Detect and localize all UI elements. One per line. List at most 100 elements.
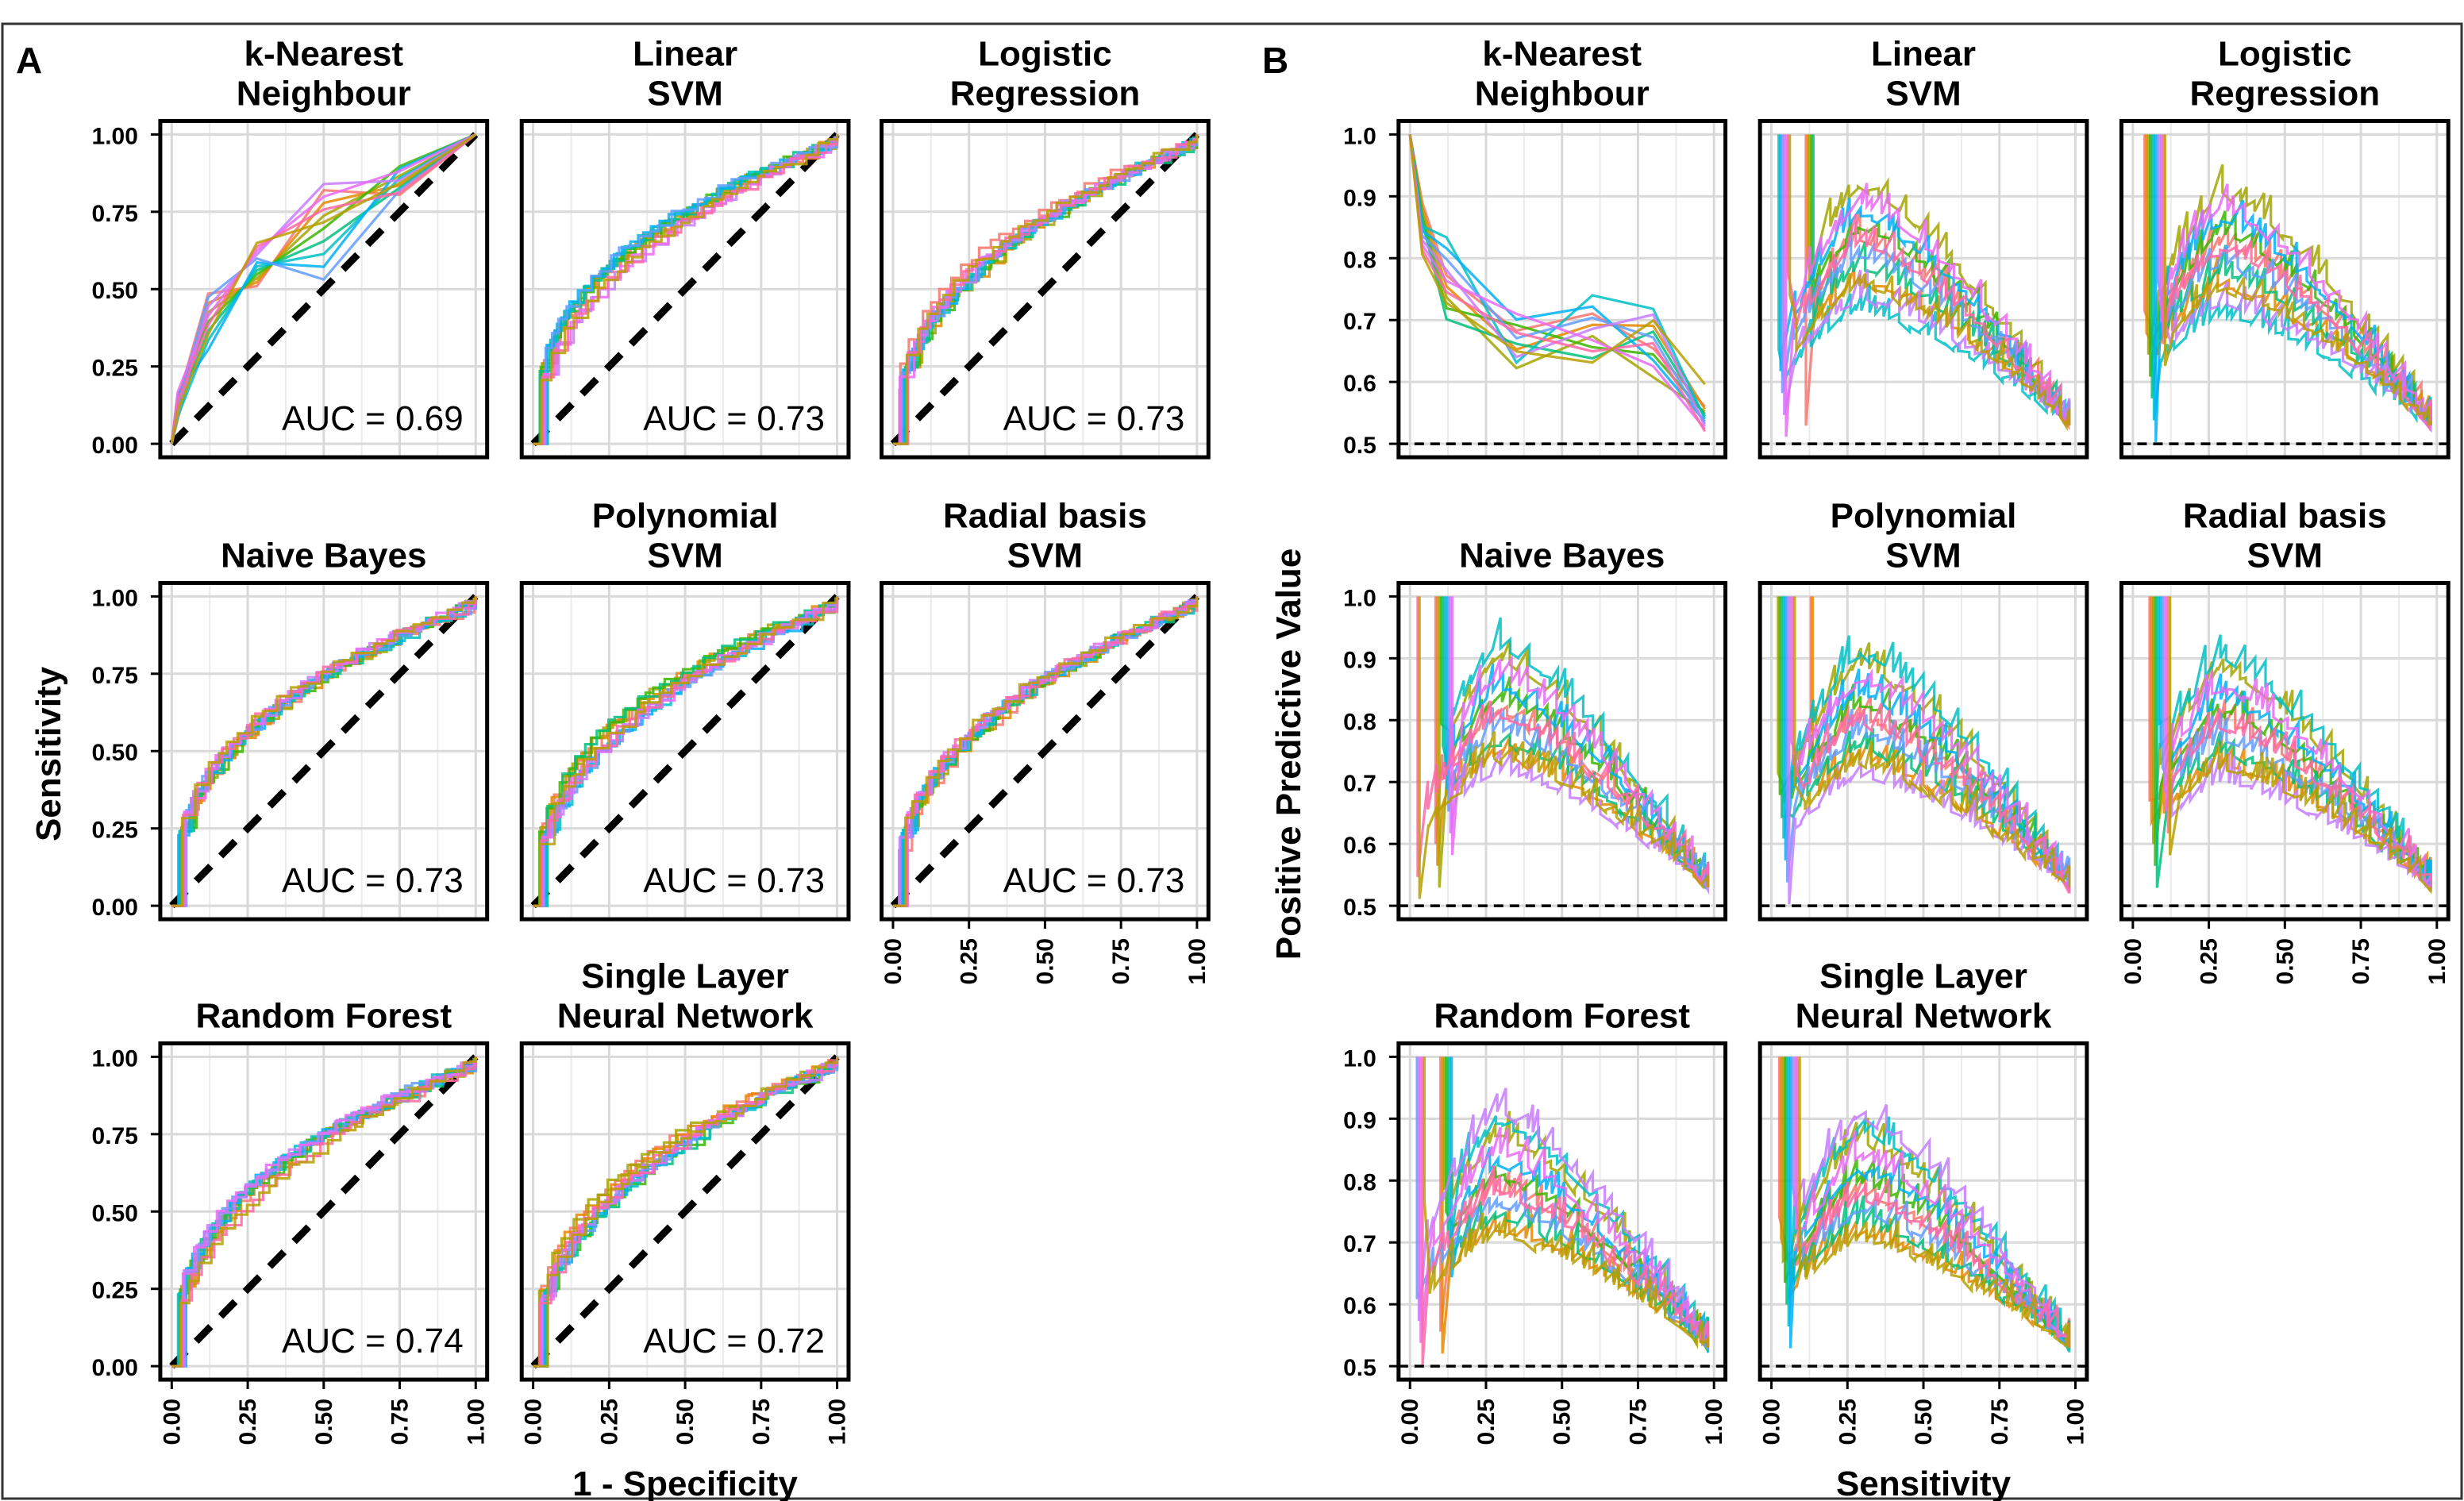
series-curve-10: [1786, 134, 2071, 427]
facet-title-line: k-Nearest: [244, 34, 404, 73]
curve-group: [2143, 134, 2432, 443]
x-tick-label: 1.00: [2424, 938, 2451, 984]
y-tick-label: 0.25: [92, 1278, 138, 1304]
y-tick-label: 0.5: [1343, 433, 1376, 459]
series-curve-11: [533, 596, 839, 907]
x-tick-label: 1.00: [2062, 1399, 2089, 1445]
facet-title-line: Single Layer: [581, 956, 789, 995]
facet-title-line: Polynomial: [592, 496, 779, 535]
curve-group: [171, 596, 477, 907]
axis-label-pr-y: Positive Predictive Value: [1269, 548, 1308, 960]
y-tick-label: 0.75: [92, 201, 138, 227]
curve-group: [170, 133, 477, 445]
y-tick-label: 0.00: [92, 895, 138, 921]
series-curve-11: [170, 133, 477, 445]
y-tick-label: 1.0: [1343, 1045, 1376, 1072]
series-curve-9: [170, 133, 476, 445]
curve-group: [893, 134, 1199, 445]
axis-label-pr-x: Sensitivity: [1836, 1464, 2012, 1501]
reference-line-diagonal: [169, 594, 479, 909]
x-tick-label: 0.00: [1397, 1399, 1423, 1445]
plot-frame: [880, 118, 1211, 460]
auc-label: AUC = 0.73: [1003, 861, 1185, 900]
curve-group: [533, 596, 839, 907]
x-tick-label: 0.25: [2196, 938, 2223, 984]
plot-frame: [1758, 580, 2089, 922]
facet-title-line: Regression: [2190, 74, 2381, 113]
series-curve-5: [2158, 596, 2432, 887]
plot-frame: [519, 580, 851, 922]
facet-title-line: Naive Bayes: [221, 536, 426, 575]
x-tick-label: 0.00: [2120, 938, 2146, 984]
y-tick-label: 0.75: [92, 663, 138, 689]
curve-group: [1777, 134, 2071, 437]
panel-label-b: B: [1262, 40, 1288, 81]
facet-title-line: SVM: [647, 74, 722, 113]
x-tick-label: 0.00: [880, 938, 907, 984]
y-tick-label: 0.25: [92, 356, 138, 382]
y-tick-label: 0.7: [1343, 309, 1376, 335]
auc-label: AUC = 0.72: [643, 1322, 825, 1361]
plot-frame: [2119, 118, 2451, 460]
y-tick-label: 0.8: [1343, 247, 1376, 273]
series-curve-11: [171, 1056, 477, 1368]
y-tick-label: 0.6: [1343, 833, 1376, 859]
x-tick-label: 0.25: [1473, 1399, 1500, 1445]
y-tick-label: 0.7: [1343, 771, 1376, 797]
curve-group: [2148, 596, 2432, 895]
curve-group: [1416, 596, 1710, 899]
facet-title-line: SVM: [647, 536, 722, 575]
plot-frame: [519, 118, 851, 460]
y-tick-label: 1.0: [1343, 123, 1376, 149]
facet-title-line: Polynomial: [1831, 496, 2017, 535]
facet-title-line: Naive Bayes: [1459, 536, 1665, 575]
facet-title-line: Regression: [950, 74, 1141, 113]
series-curve-7: [2161, 596, 2432, 891]
series-curve-11: [2163, 134, 2432, 426]
auc-label: AUC = 0.69: [282, 399, 464, 438]
series-curve-10: [1792, 596, 2071, 894]
series-curve-9: [2160, 134, 2432, 425]
reference-line-diagonal: [169, 132, 479, 447]
y-tick-label: 0.5: [1343, 895, 1376, 921]
x-tick-label: 0.25: [596, 1399, 622, 1445]
reference-line-diagonal: [890, 132, 1200, 447]
series-curve-9: [1419, 1056, 1710, 1348]
facet-title-line: SVM: [2247, 536, 2323, 575]
x-tick-label: 1.00: [825, 1399, 851, 1445]
panel-label-a: A: [16, 40, 42, 81]
facet-title-line: Single Layer: [1819, 956, 2027, 995]
facet-a-3: Naive Bayes 0.00 0.25 0.50 0.75 1.00 AUC = 0.7…: [92, 536, 490, 922]
facet-title-line: Neural Network: [1796, 996, 2052, 1035]
facet-title-line: Logistic: [978, 34, 1112, 73]
facet-title-line: Linear: [633, 34, 737, 73]
curve-group: [1777, 596, 2071, 905]
x-tick-label: 0.50: [2272, 938, 2298, 984]
facet-title-line: Linear: [1871, 34, 1976, 73]
series-curve-7: [533, 134, 839, 445]
x-tick-label: 0.50: [1550, 1399, 1576, 1445]
x-tick-label: 0.75: [1625, 1399, 1651, 1445]
y-tick-label: 0.9: [1343, 1107, 1376, 1133]
series-curve-9: [1794, 1056, 2071, 1348]
curve-group: [1408, 134, 1707, 433]
facet-title-line: SVM: [1885, 536, 1961, 575]
curve-group: [533, 1056, 839, 1368]
series-curve-11: [2169, 596, 2432, 895]
y-tick-label: 0.6: [1343, 1293, 1376, 1319]
series-curve-10: [2162, 134, 2432, 433]
series-curve-6: [2159, 596, 2432, 887]
x-tick-label: 0.50: [1911, 1399, 1937, 1445]
series-curve-11: [171, 596, 477, 907]
auc-label: AUC = 0.74: [282, 1322, 464, 1361]
x-tick-label: 0.75: [749, 1399, 775, 1445]
reference-line-diagonal: [530, 594, 840, 909]
y-tick-label: 1.0: [1343, 585, 1376, 611]
series-curve-11: [533, 134, 839, 445]
